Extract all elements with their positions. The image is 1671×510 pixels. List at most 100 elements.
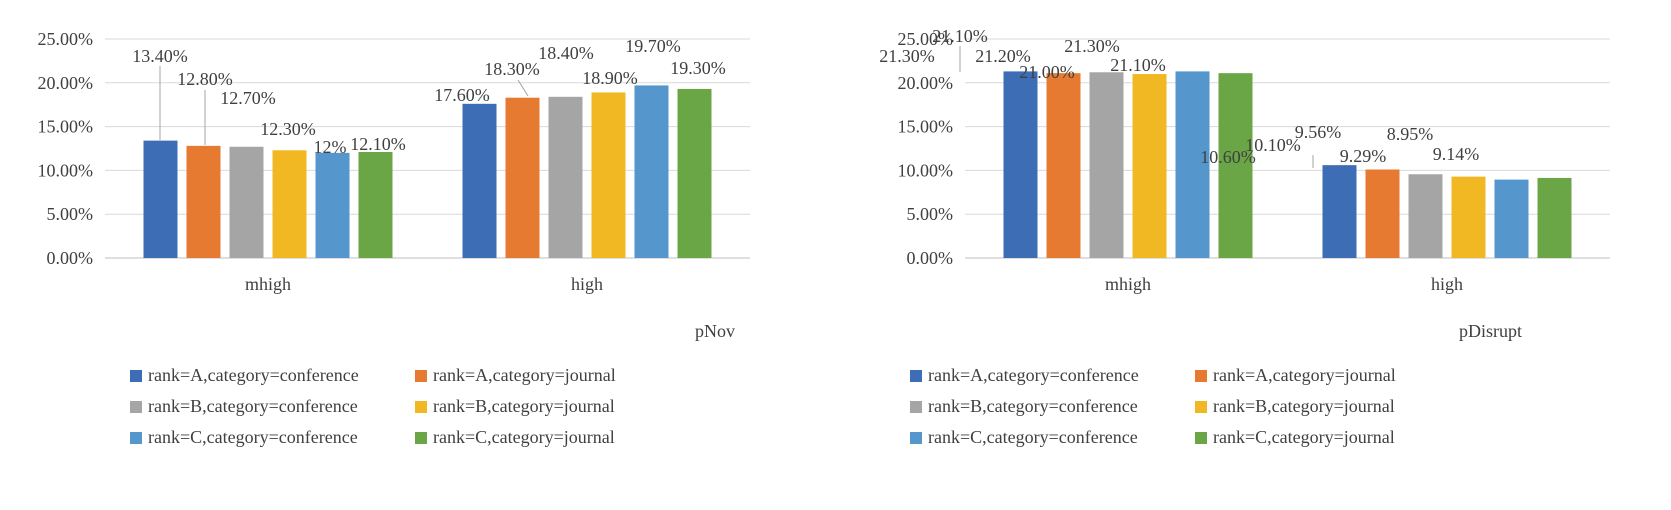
- bar: [1365, 169, 1400, 258]
- data-label: 18.40%: [538, 43, 594, 63]
- legend-label: rank=C,category=conference: [928, 427, 1138, 447]
- legend-swatch: [415, 370, 427, 382]
- legend-swatch: [1195, 401, 1207, 413]
- bar: [634, 85, 669, 258]
- data-label: 21.10%: [1110, 55, 1166, 75]
- chart-panel-pnov: 0.00% 5.00% 10.00% 15.00% 20.00% 25.00% mhigh h…: [0, 0, 820, 510]
- legend-label: rank=A,category=conference: [928, 365, 1139, 385]
- y-tick-label: 0.00%: [47, 248, 94, 268]
- data-label: 12%: [314, 137, 347, 157]
- data-label: 12.10%: [350, 134, 406, 154]
- data-label: 21.20%: [975, 46, 1031, 66]
- bar: [505, 97, 540, 258]
- bar: [272, 150, 307, 258]
- legend-swatch: [415, 401, 427, 413]
- y-tick-label: 25.00%: [38, 29, 94, 49]
- data-label: 21.30%: [879, 46, 935, 66]
- x-tick-label: high: [1431, 274, 1463, 294]
- data-label: 10.10%: [1245, 135, 1301, 155]
- bar: [1046, 73, 1081, 258]
- legend-item: rank=B,category=journal: [415, 396, 615, 417]
- legend-swatch: [910, 370, 922, 382]
- bar: [1322, 165, 1357, 258]
- legend-swatch: [415, 432, 427, 444]
- legend-item: rank=B,category=conference: [130, 396, 358, 417]
- bar: [315, 152, 350, 258]
- data-label: 9.29%: [1340, 146, 1387, 166]
- legend-swatch: [130, 401, 142, 413]
- chart-plot-pnov: 0.00% 5.00% 10.00% 15.00% 20.00% 25.00% mhigh h…: [38, 29, 750, 341]
- legend-item: rank=C,category=journal: [415, 427, 615, 448]
- bar: [1132, 74, 1167, 258]
- bar: [186, 145, 221, 258]
- y-tick-label: 20.00%: [898, 73, 954, 93]
- legend-item: rank=A,category=conference: [130, 365, 359, 386]
- y-tick-label: 20.00%: [38, 73, 94, 93]
- y-tick-label: 25.00%: [898, 29, 954, 49]
- chart-panel-pdisrupt: 0.00% 5.00% 10.00% 15.00% 20.00% 25.00% mhigh h…: [860, 0, 1671, 510]
- y-tick-label: 5.00%: [47, 204, 94, 224]
- legend-label: rank=B,category=conference: [148, 396, 358, 416]
- legend-item: rank=C,category=journal: [1195, 427, 1395, 448]
- y-tick-label: 5.00%: [907, 204, 954, 224]
- bar: [1089, 72, 1124, 259]
- y-tick-label: 15.00%: [38, 117, 94, 137]
- data-label: 18.90%: [582, 68, 638, 88]
- data-label: 18.30%: [484, 59, 540, 79]
- legend-label: rank=B,category=conference: [928, 396, 1138, 416]
- legend-item: rank=B,category=conference: [910, 396, 1138, 417]
- data-label: 10.60%: [1200, 147, 1256, 167]
- y-tick-label: 15.00%: [898, 117, 954, 137]
- data-label: 17.60%: [434, 85, 490, 105]
- bar: [591, 92, 626, 258]
- legend-label: rank=A,category=journal: [433, 365, 616, 385]
- x-tick-label: high: [571, 274, 603, 294]
- y-tick-label: 10.00%: [898, 160, 954, 180]
- data-label: 21.10%: [932, 26, 988, 46]
- bar: [548, 96, 583, 258]
- bar: [462, 103, 497, 258]
- bar: [1494, 179, 1529, 258]
- x-axis-title: pDisrupt: [1459, 321, 1522, 341]
- data-label: 19.70%: [625, 36, 681, 56]
- legend-item: rank=A,category=journal: [415, 365, 616, 386]
- legend-swatch: [910, 432, 922, 444]
- data-label: 9.14%: [1433, 144, 1480, 164]
- legend-label: rank=C,category=journal: [433, 427, 615, 447]
- legend-item: rank=B,category=journal: [1195, 396, 1395, 417]
- x-axis-title: pNov: [695, 321, 735, 341]
- legend-label: rank=B,category=journal: [1213, 396, 1395, 416]
- legend-item: rank=C,category=conference: [910, 427, 1138, 448]
- data-label: 13.40%: [132, 46, 188, 66]
- y-tick-label: 0.00%: [907, 248, 954, 268]
- bar: [677, 88, 712, 258]
- data-label: 12.30%: [260, 119, 316, 139]
- legend-label: rank=C,category=conference: [148, 427, 358, 447]
- legend-swatch: [910, 401, 922, 413]
- bar: [229, 146, 264, 258]
- y-tick-label: 10.00%: [38, 160, 94, 180]
- data-label: 21.00%: [1019, 62, 1075, 82]
- bar: [1175, 71, 1210, 258]
- bar: [1408, 174, 1443, 258]
- legend-swatch: [130, 432, 142, 444]
- x-tick-label: mhigh: [245, 274, 291, 294]
- legend-swatch: [1195, 370, 1207, 382]
- leader-line: [517, 79, 529, 97]
- data-label: 19.30%: [670, 58, 726, 78]
- data-label: 21.30%: [1064, 36, 1120, 56]
- data-label: 12.70%: [220, 88, 276, 108]
- bar: [358, 152, 393, 258]
- legend-item: rank=A,category=conference: [910, 365, 1139, 386]
- legend-label: rank=C,category=journal: [1213, 427, 1395, 447]
- bar: [143, 140, 178, 258]
- legend-swatch: [1195, 432, 1207, 444]
- legend-label: rank=B,category=journal: [433, 396, 615, 416]
- legend-item: rank=A,category=journal: [1195, 365, 1396, 386]
- legend-swatch: [130, 370, 142, 382]
- legend-label: rank=A,category=journal: [1213, 365, 1396, 385]
- data-label: 8.95%: [1387, 124, 1434, 144]
- bar: [1218, 73, 1253, 258]
- chart-plot-pdisrupt: 0.00% 5.00% 10.00% 15.00% 20.00% 25.00% mhigh h…: [879, 26, 1610, 341]
- legend-item: rank=C,category=conference: [130, 427, 358, 448]
